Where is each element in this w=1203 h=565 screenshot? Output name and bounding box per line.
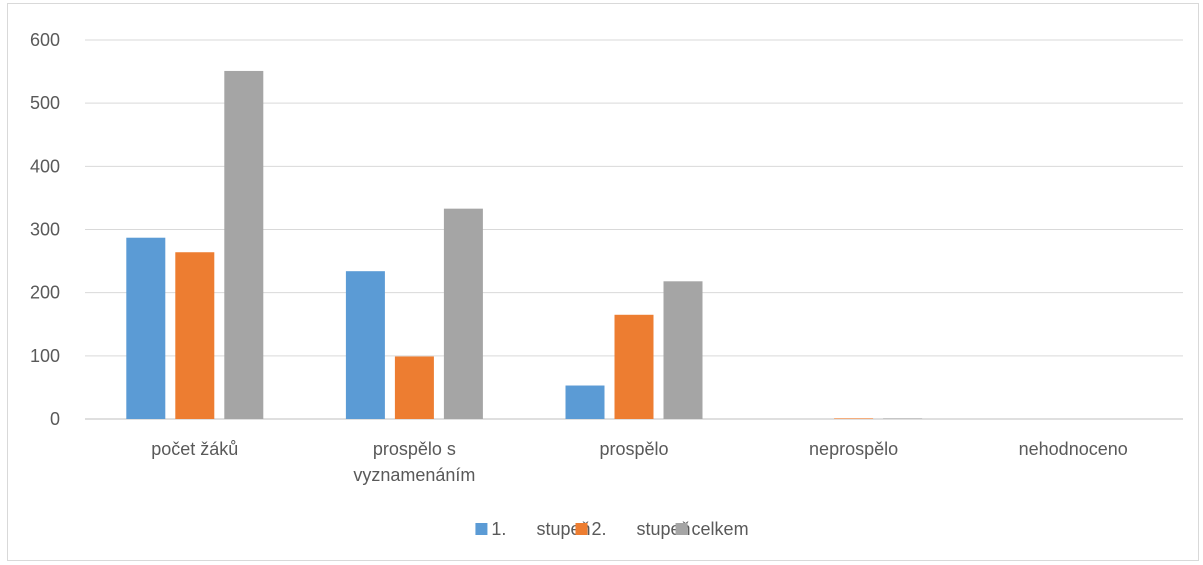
category-label: neprospělo [809,439,898,459]
legend-swatch [675,523,688,535]
legend-label: celkem [692,519,749,539]
bar [224,70,264,420]
legend-label: 2. stupeň [591,519,690,539]
category-label-line: počet žáků [151,439,238,459]
bar [394,356,434,419]
bar [565,385,605,419]
bar [614,314,654,419]
bar [883,418,923,419]
bar [126,237,166,419]
bar [443,208,483,419]
legend-label: 1. stupeň [491,519,590,539]
category-label-line: nehodnoceno [1019,439,1128,459]
bar [345,271,385,419]
y-tick-label: 0 [50,409,60,429]
category-label: nehodnoceno [1019,439,1128,459]
legend: 1. stupeň 2. stupeň celkem [475,519,749,539]
y-tick-label: 600 [30,30,60,50]
category-label: prospělo s vyznamenáním [353,439,475,485]
category-label-line: prospělo [599,439,668,459]
y-tick-label: 300 [30,220,60,240]
legend-swatch [475,523,488,535]
category-label: počet žáků [151,439,238,459]
category-label: prospělo [599,439,668,459]
category-label-line: vyznamenáním [353,465,475,485]
category-label-line: prospělo s [373,439,456,459]
y-tick-label: 400 [30,156,60,176]
gridlines [85,39,1183,420]
y-tick-label: 100 [30,346,60,366]
category-label-line: neprospělo [809,439,898,459]
x-axis-category-labels: počet žáků prospělo s vyznamenánímprospělo… [151,439,1127,485]
legend-swatch [575,523,588,535]
bar [175,252,215,419]
y-axis-tick-labels: 0 100 200 300 400 500 600 [30,30,60,429]
y-tick-label: 200 [30,283,60,303]
bar [663,281,703,419]
bar [834,418,874,419]
y-tick-label: 500 [30,93,60,113]
bars [126,70,923,420]
